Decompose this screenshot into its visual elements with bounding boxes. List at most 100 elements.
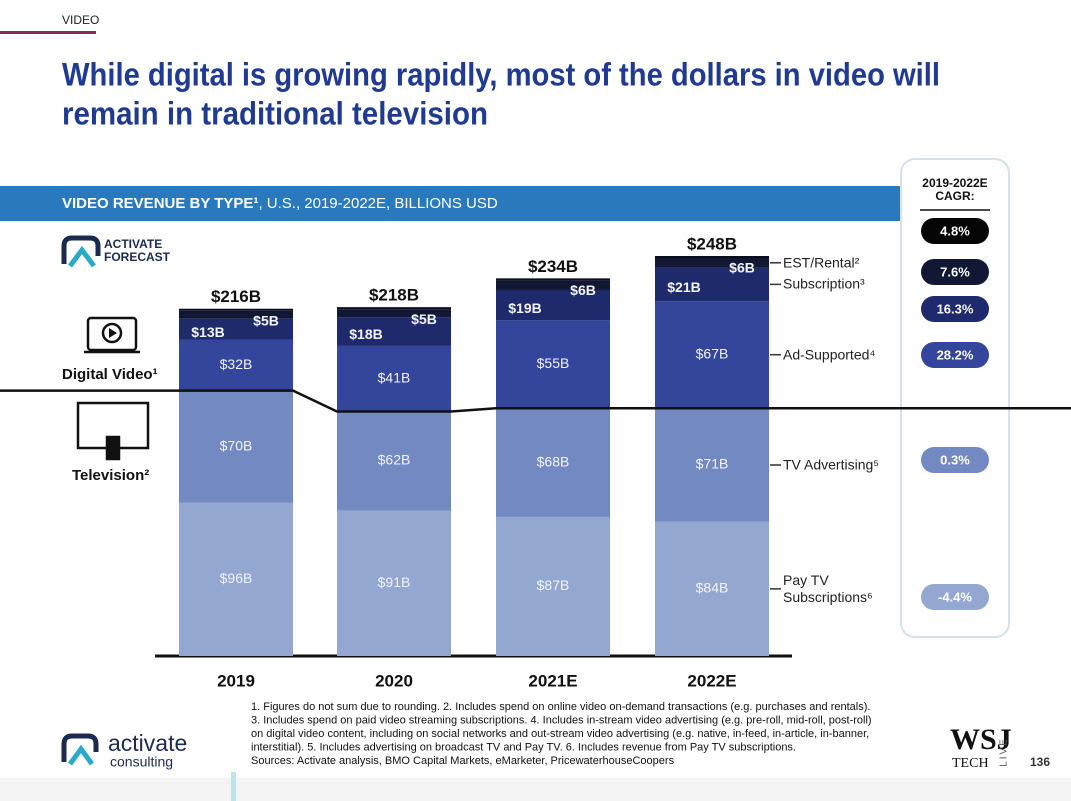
cagr-value: -4.4%	[938, 589, 972, 604]
x-tick-label: 2021E	[528, 671, 577, 690]
value-label: $68B	[537, 453, 570, 469]
bar-cap	[496, 278, 610, 281]
partner-sub: TECH	[952, 756, 989, 771]
cagr-pill	[921, 342, 989, 368]
bar-segment	[496, 408, 610, 517]
footnote: 1. Figures do not sum due to rounding. 2…	[251, 701, 870, 713]
logo-icon	[61, 733, 99, 766]
value-label: $91B	[378, 574, 411, 590]
value-label: $84B	[696, 580, 729, 596]
cagr-pill	[921, 584, 989, 610]
subtitle-band	[0, 186, 900, 221]
value-label: $67B	[696, 345, 729, 361]
value-label: $71B	[696, 456, 729, 472]
cagr-pill	[921, 296, 989, 322]
cagr-value: 4.8%	[940, 223, 970, 238]
digital-icon	[84, 316, 140, 354]
cagr-header: 2019-2022E	[922, 176, 987, 190]
bar-segment	[496, 289, 610, 321]
total-label: $216B	[211, 287, 261, 306]
divider-line	[0, 389, 1071, 413]
bar-segment	[337, 510, 451, 656]
cagr-value: 7.6%	[940, 264, 970, 279]
bar-segment	[179, 339, 293, 391]
bar-cap	[179, 308, 293, 311]
footnotes: 1. Figures do not sum due to rounding. 2…	[251, 701, 872, 767]
cagr-header: CAGR:	[935, 189, 974, 203]
bar-segment	[337, 317, 451, 346]
cagr-pill	[921, 218, 989, 244]
value-label: $13B	[191, 324, 224, 340]
legend-label: Pay TV Subscriptions⁶	[783, 571, 873, 605]
bar-segment	[337, 309, 451, 318]
legend-label: Ad-Supported⁴	[783, 346, 876, 363]
value-label: $6B	[729, 260, 755, 276]
tv-icon	[76, 401, 150, 461]
cagr-pill	[921, 447, 989, 473]
group-label: Digital Video¹	[62, 366, 158, 383]
value-label: $5B	[253, 312, 279, 328]
subtitle-bold: VIDEO REVENUE BY TYPE¹	[62, 195, 258, 212]
logo-name: activate	[108, 730, 187, 756]
value-label: $41B	[378, 369, 411, 385]
bar-segment	[179, 390, 293, 503]
value-label: $19B	[508, 300, 541, 316]
value-label: $6B	[570, 282, 596, 298]
title-line: remain in traditional television	[62, 95, 488, 131]
bar-segment	[337, 411, 451, 511]
logo-tagline: consulting	[110, 754, 173, 770]
page-number: 136	[1030, 755, 1050, 769]
bar-segment	[496, 516, 610, 656]
legend-label: TV Advertising⁵	[783, 456, 880, 473]
forecast-icon	[61, 235, 101, 268]
value-label: $70B	[220, 437, 253, 453]
forecast-label: FORECAST	[104, 250, 171, 264]
total-label: $234B	[528, 257, 578, 276]
bar-segment	[655, 521, 769, 656]
bar-cap	[337, 307, 451, 310]
section-rule	[0, 31, 96, 34]
bar-segment	[655, 301, 769, 409]
title-line: While digital is growing rapidly, most o…	[62, 56, 940, 92]
legend-label: Subscription³	[783, 275, 865, 292]
cagr-value: 0.3%	[940, 452, 970, 467]
cagr-value: 16.3%	[937, 301, 974, 316]
forecast-label: ACTIVATE	[104, 237, 162, 251]
total-label: $248B	[687, 234, 737, 253]
bar-segment	[337, 345, 451, 412]
bar-segment	[179, 502, 293, 656]
bar-segment	[655, 267, 769, 302]
bar-segment	[179, 310, 293, 319]
section-label: VIDEO	[62, 13, 99, 27]
partner-tag: LIVE	[999, 737, 1010, 767]
bar-cap	[655, 256, 769, 258]
value-label: $21B	[667, 279, 700, 295]
cagr-value: 28.2%	[937, 347, 974, 362]
footnote: interstitial). 5. Includes advertising o…	[251, 741, 796, 753]
cagr-box	[900, 158, 1010, 638]
value-label: $32B	[220, 356, 253, 372]
bar-segment	[655, 258, 769, 268]
subtitle-rest: , U.S., 2019-2022E, BILLIONS USD	[258, 195, 497, 212]
x-tick-label: 2022E	[687, 671, 736, 690]
footnote: 3. Includes spend on paid video streamin…	[251, 714, 872, 726]
value-label: $5B	[411, 311, 437, 327]
value-label: $62B	[378, 452, 411, 468]
group-label: Television²	[72, 467, 149, 484]
cagr-pill	[921, 259, 989, 285]
partner-name: WSJ	[950, 723, 1012, 756]
x-tick-label: 2020	[375, 671, 413, 690]
footnote: on digital video content, including on s…	[251, 728, 869, 740]
footer-band	[0, 778, 1071, 801]
bar-segment	[655, 408, 769, 522]
x-tick-label: 2019	[217, 671, 255, 690]
value-label: $96B	[220, 570, 253, 586]
bar-segment	[496, 320, 610, 409]
total-label: $218B	[369, 286, 419, 305]
footer-mark	[231, 772, 236, 801]
value-label: $87B	[537, 577, 570, 593]
chart-subtitle: VIDEO REVENUE BY TYPE¹, U.S., 2019-2022E…	[62, 195, 498, 212]
value-label: $55B	[537, 355, 570, 371]
